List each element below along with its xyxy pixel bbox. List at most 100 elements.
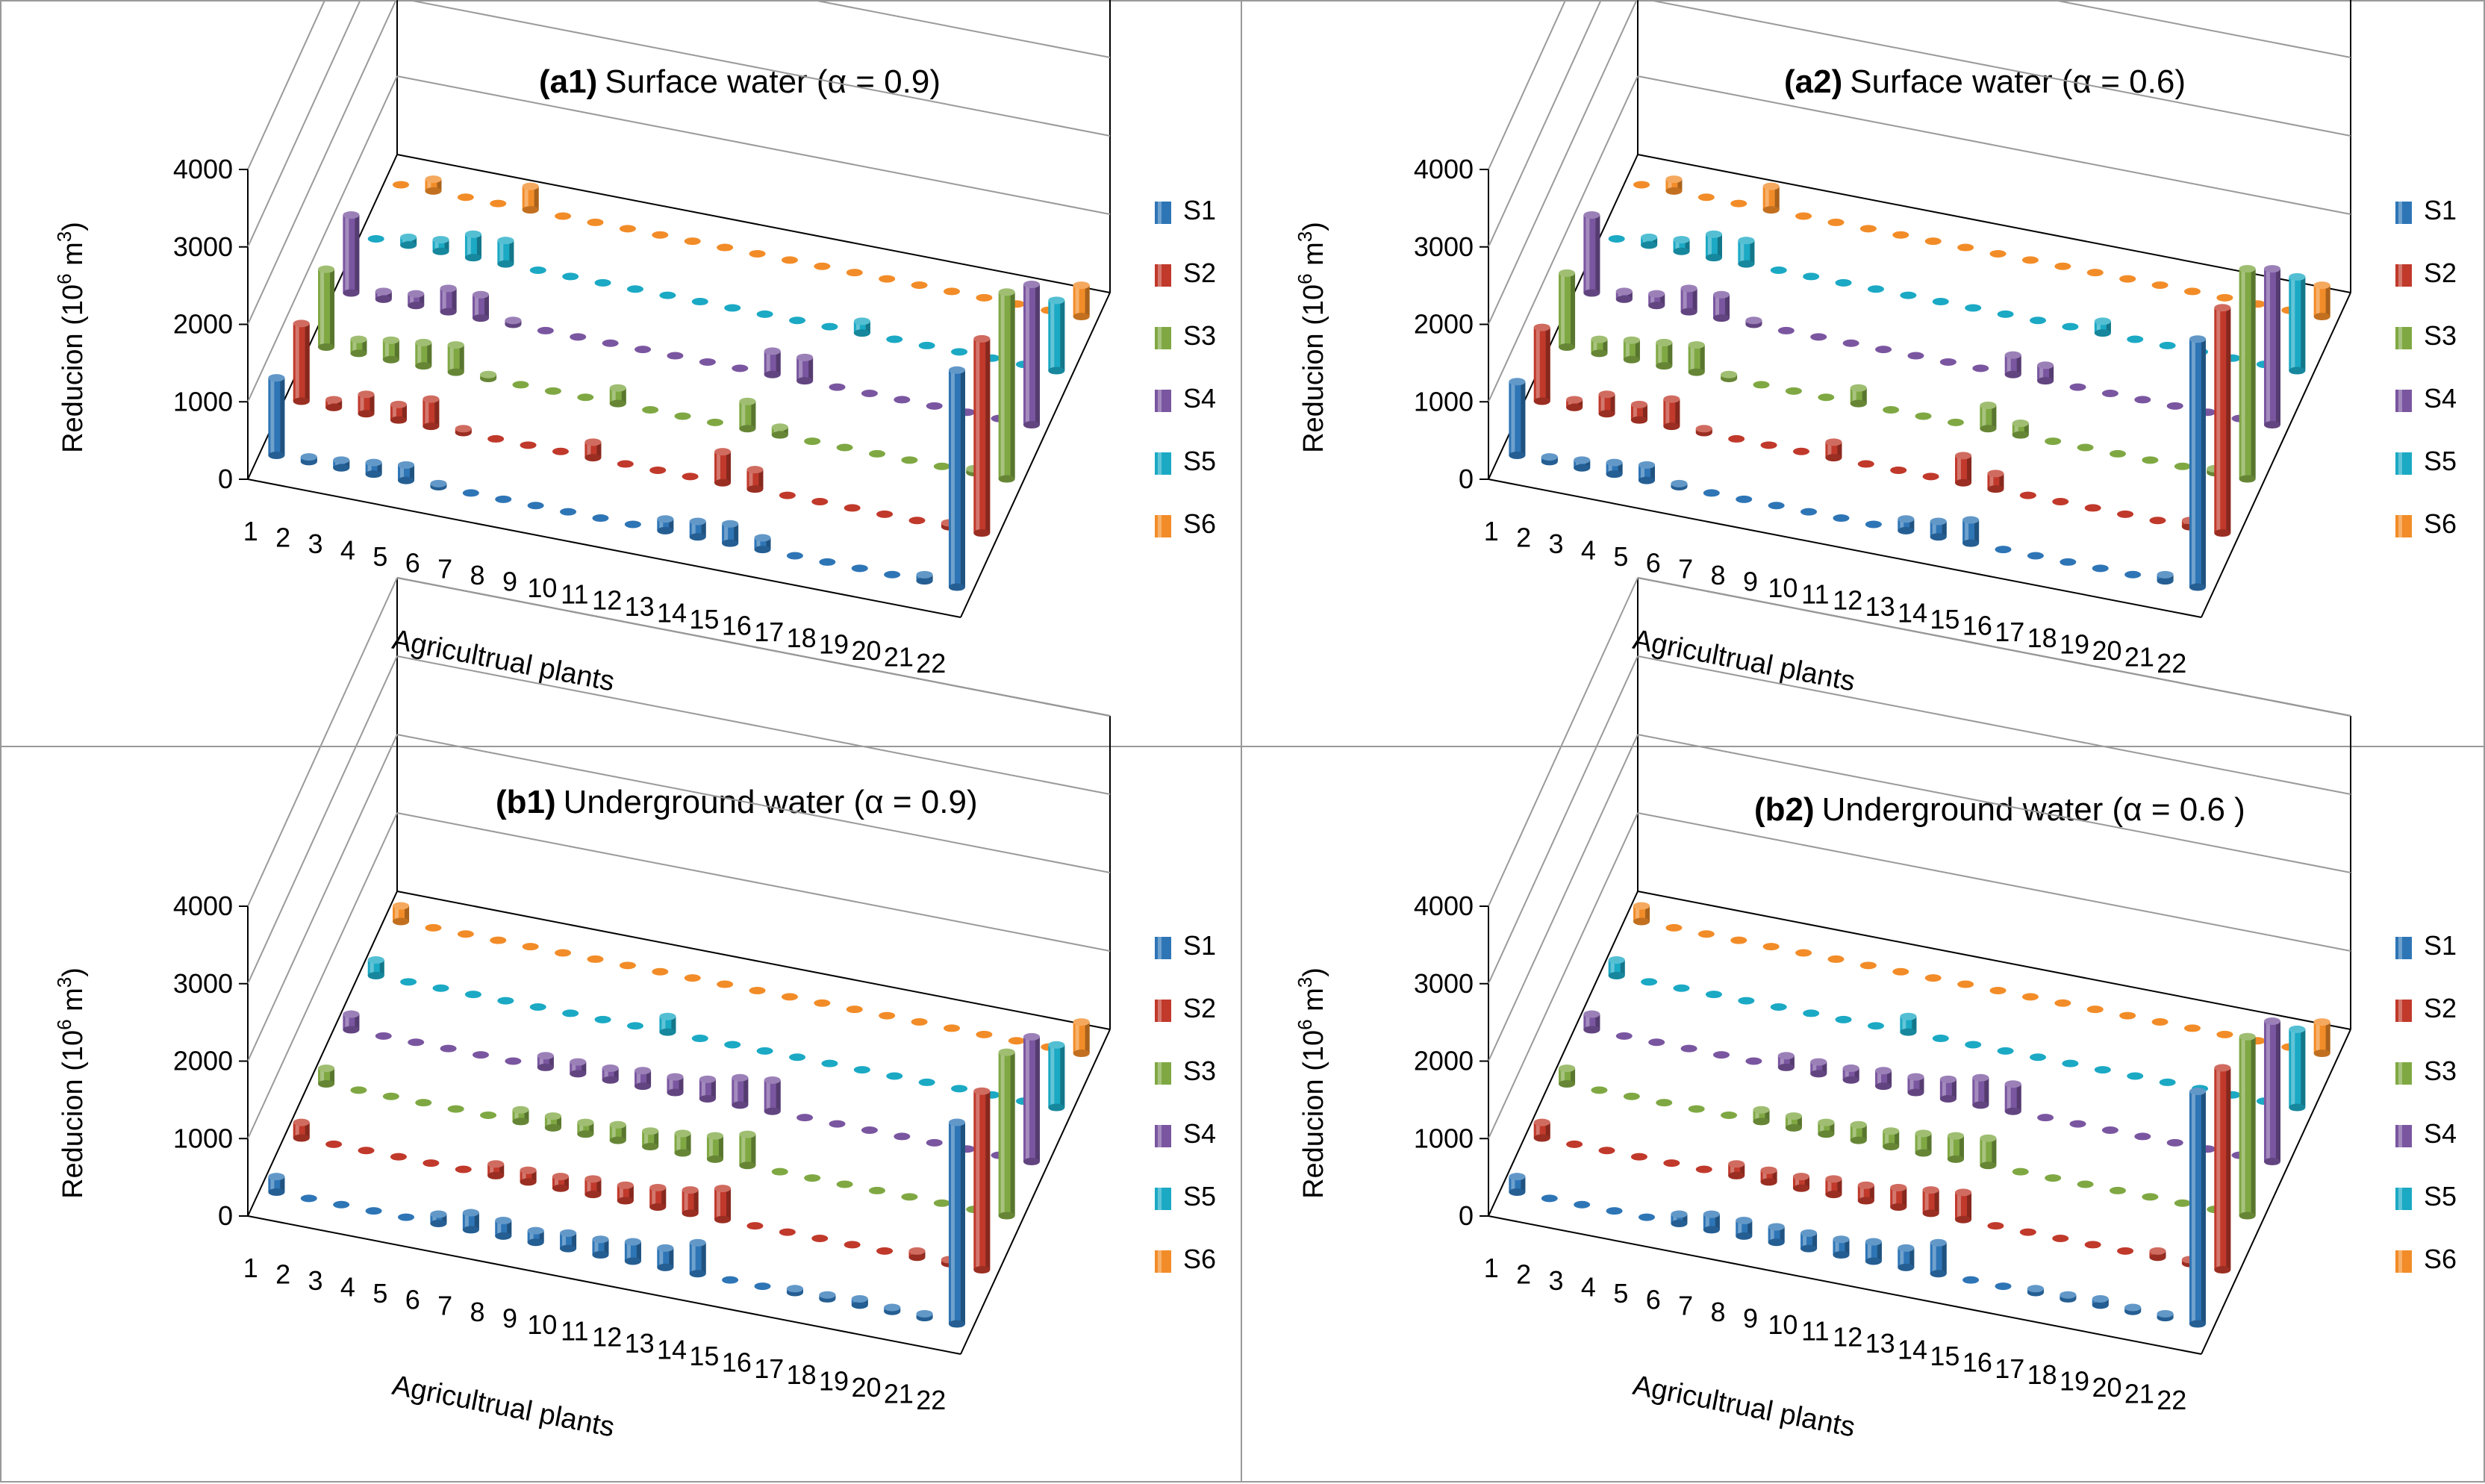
bar-S3-19: [2142, 456, 2159, 464]
bar-S6-4: [490, 936, 507, 944]
bar-S2-12: [649, 466, 667, 474]
bar-zero-disc: [2142, 1193, 2159, 1201]
bar-highlight: [1593, 339, 1597, 354]
bar-S5-7: [562, 1009, 579, 1017]
bar-zero-disc: [811, 498, 829, 505]
bar-base: [382, 355, 399, 364]
bar-S3-20: [933, 462, 950, 470]
x-tick-label: 3: [308, 1265, 323, 1296]
bar-highlight: [335, 460, 340, 468]
bar-top: [2149, 1247, 2166, 1255]
bar-top: [1792, 1173, 1809, 1181]
back-gridline: [809, 0, 1111, 58]
bar-base: [973, 529, 991, 537]
bar-S2-19: [2117, 510, 2134, 518]
bar-shade: [1620, 960, 1625, 976]
bar-zero-disc: [779, 1228, 796, 1236]
bar-highlight: [1770, 1226, 1774, 1243]
chart-b2: (b2) Underground water (α = 0.6 )01000200…: [1294, 577, 2457, 1444]
bar-zero-disc: [1989, 986, 2007, 994]
bar-zero-disc: [1703, 489, 1720, 497]
bar-shade: [661, 1187, 667, 1207]
bar-base: [853, 329, 870, 337]
bar-zero-disc: [2086, 1006, 2104, 1014]
bar-S1-21: [2157, 1309, 2174, 1322]
bar-top: [689, 1238, 706, 1247]
bar-zero-disc: [1639, 1213, 1656, 1221]
bar-highlight: [449, 345, 454, 372]
bar-base: [2189, 1320, 2206, 1328]
bar-S5-13: [756, 310, 773, 318]
bar-S6-8: [1859, 225, 1877, 233]
bar-top: [268, 1173, 285, 1181]
bar-highlight: [1957, 1192, 1962, 1220]
bar-highlight: [2266, 269, 2270, 425]
bar-base: [754, 546, 771, 554]
bar-S2-12: [1890, 1183, 1907, 1211]
bar-S2-20: [2149, 1247, 2166, 1262]
bar-zero-disc: [560, 508, 577, 516]
bar-S1-11: [1833, 1235, 1850, 1259]
bar-shade: [2251, 269, 2256, 479]
bar-S1-6: [1671, 1210, 1688, 1227]
bar-zero-disc: [1827, 218, 1845, 226]
bar-S4-12: [1939, 358, 1956, 366]
bar-S1-3: [333, 1200, 350, 1209]
bar-S1-11: [1833, 514, 1850, 523]
bar-S1-21: [916, 570, 933, 585]
bar-base: [1930, 533, 1947, 541]
bar-zero-disc: [746, 1222, 764, 1230]
bar-zero-disc: [684, 237, 701, 246]
bar-highlight: [756, 537, 761, 550]
bar-zero-disc: [423, 1159, 440, 1167]
bar-base: [2012, 431, 2029, 439]
x-tick-label: 17: [754, 1353, 784, 1384]
bar-shade: [484, 294, 490, 319]
bar-top: [1639, 461, 1656, 469]
bar-zero-disc: [1792, 447, 1809, 455]
bar-shade: [534, 186, 539, 211]
bar-zero-disc: [624, 520, 641, 529]
bar-S4-5: [473, 290, 490, 322]
x-tick-label: 2: [1516, 1259, 1531, 1290]
legend-label: S5: [1183, 446, 1216, 476]
x-tick-label: 1: [1484, 516, 1499, 546]
bar-zero-disc: [884, 570, 901, 579]
legend-label: S6: [1183, 1244, 1216, 1274]
bar-zero-disc: [879, 1011, 896, 1020]
bar-base: [948, 1320, 965, 1328]
bar-highlight: [417, 342, 422, 367]
bar-S5-14: [2030, 317, 2047, 325]
bar-base: [333, 464, 350, 472]
bar-zero-disc: [691, 298, 708, 306]
bar-zero-disc: [1697, 930, 1715, 938]
bar-S3-5: [447, 341, 464, 376]
bar-top: [464, 230, 481, 238]
bar-top: [1583, 211, 1600, 219]
bar-zero-disc: [2183, 1024, 2201, 1032]
bar-body: [771, 427, 788, 435]
bar-S3-3: [1623, 1092, 1640, 1100]
bar-top: [2289, 272, 2306, 281]
bar-highlight: [691, 521, 696, 537]
bar-shade: [751, 1134, 756, 1166]
bar-S3-6: [480, 370, 497, 382]
bar-top: [634, 1067, 652, 1075]
bar-zero-disc: [2084, 504, 2101, 512]
bar-S5-4: [1705, 230, 1722, 262]
bar-shade: [596, 442, 602, 458]
bar-S3-10: [609, 384, 626, 408]
bar-zero-disc: [819, 558, 836, 566]
bar-base: [714, 478, 732, 487]
bar-S2-9: [1792, 1173, 1809, 1192]
bar-S6-4: [1730, 936, 1747, 944]
bar-zero-disc: [2019, 491, 2036, 499]
bar-shade: [1618, 462, 1623, 475]
bar-body: [1566, 399, 1583, 408]
bar-zero-disc: [1965, 304, 1982, 312]
bar-highlight: [741, 1134, 746, 1166]
bar-highlight: [1665, 399, 1670, 427]
x-tick-label: 21: [884, 641, 914, 672]
bar-highlight: [377, 291, 381, 299]
legend-item-S3: S3: [1155, 320, 1216, 351]
